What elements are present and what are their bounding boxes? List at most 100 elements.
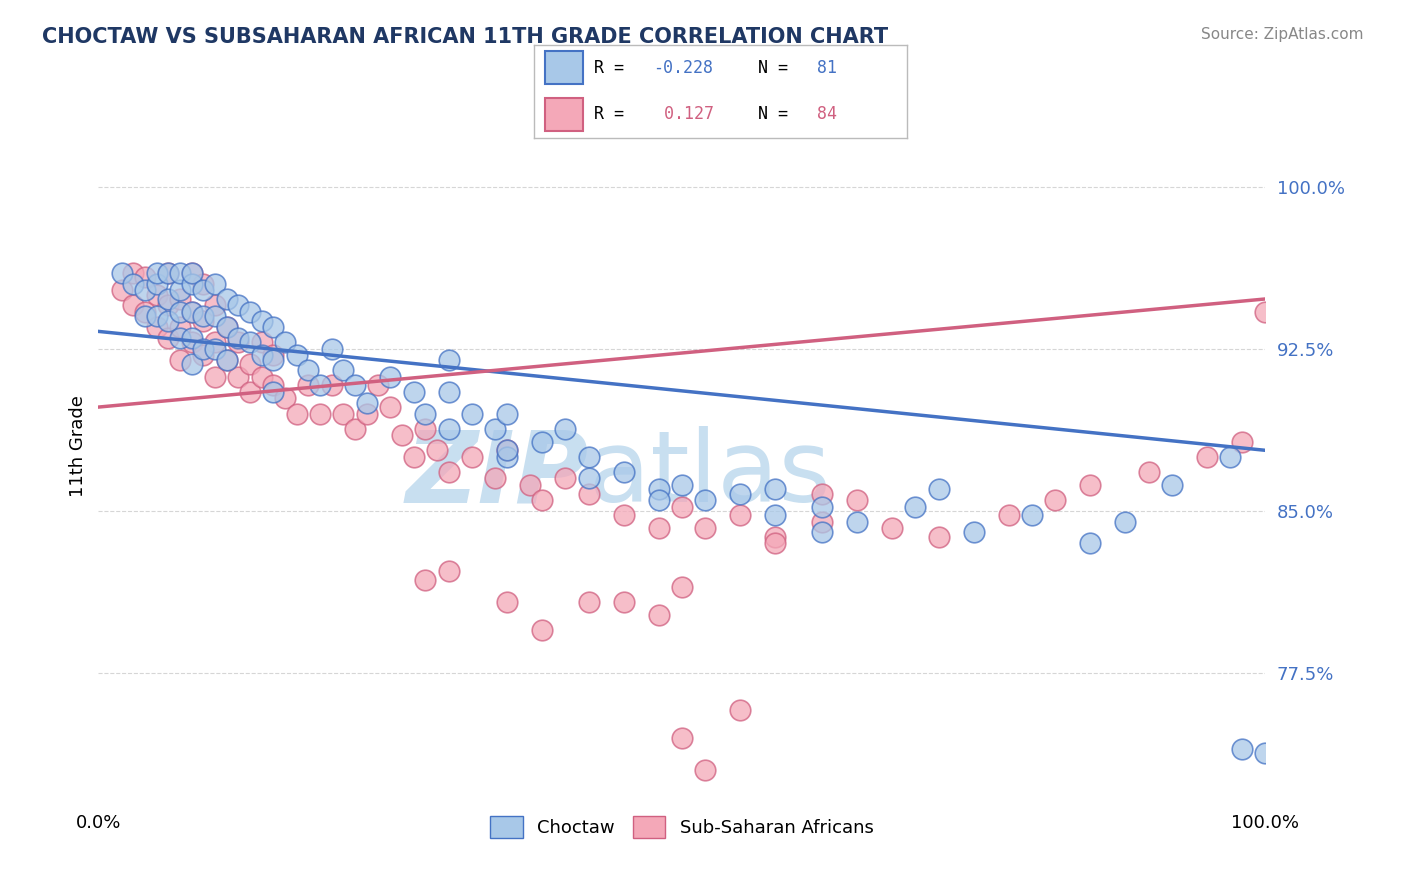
Point <box>239 335 262 350</box>
Point <box>437 352 460 367</box>
Point <box>356 396 378 410</box>
Point <box>169 266 191 280</box>
Point <box>496 443 519 458</box>
Point <box>111 283 134 297</box>
Point <box>413 422 436 436</box>
Point <box>134 305 156 319</box>
Point <box>134 270 156 285</box>
Text: atlas: atlas <box>589 426 830 523</box>
Text: -0.228: -0.228 <box>654 59 713 77</box>
Point <box>180 277 202 291</box>
Point <box>146 287 169 301</box>
Point <box>763 508 786 523</box>
Text: 0.127: 0.127 <box>654 105 713 123</box>
Point <box>122 298 145 312</box>
Text: N =: N = <box>758 105 797 123</box>
Point <box>204 310 226 324</box>
Point <box>122 266 145 280</box>
Point <box>285 348 308 362</box>
Point <box>228 331 250 345</box>
Point <box>367 378 389 392</box>
Bar <box>546 51 582 84</box>
Text: R =: R = <box>593 59 634 77</box>
Point <box>671 500 693 514</box>
Point <box>928 530 950 544</box>
Point <box>554 422 576 436</box>
Point <box>193 313 215 327</box>
Point <box>332 407 354 421</box>
Point <box>146 310 169 324</box>
Point <box>193 277 215 291</box>
Y-axis label: 11th Grade: 11th Grade <box>69 395 87 497</box>
Point <box>250 335 273 350</box>
Text: 81: 81 <box>817 59 838 77</box>
Text: Source: ZipAtlas.com: Source: ZipAtlas.com <box>1201 27 1364 42</box>
Point <box>811 500 834 514</box>
Point <box>1021 508 1043 523</box>
Point <box>928 482 950 496</box>
Point <box>647 521 669 535</box>
Point <box>613 508 636 523</box>
Point <box>239 384 262 399</box>
Point <box>1161 478 1184 492</box>
Point <box>671 731 693 745</box>
Point <box>262 378 284 392</box>
Point <box>262 320 284 334</box>
Point <box>157 266 180 280</box>
Point <box>204 298 226 312</box>
Point <box>1195 450 1218 464</box>
Point <box>647 607 669 622</box>
Point <box>180 335 202 350</box>
Point <box>274 392 297 406</box>
Point <box>695 764 717 778</box>
Point <box>695 493 717 508</box>
Point <box>730 508 752 523</box>
Point <box>496 595 519 609</box>
Point <box>297 363 319 377</box>
Point <box>962 525 984 540</box>
Point <box>344 378 367 392</box>
Point <box>228 335 250 350</box>
Point <box>402 450 425 464</box>
Point <box>671 478 693 492</box>
Point <box>1080 536 1102 550</box>
Text: R =: R = <box>593 105 634 123</box>
Point <box>239 305 262 319</box>
Point <box>193 310 215 324</box>
Point <box>1254 746 1277 760</box>
Text: ZIP: ZIP <box>405 426 589 523</box>
Point <box>169 320 191 334</box>
Point <box>344 422 367 436</box>
Point <box>193 342 215 356</box>
Point <box>134 310 156 324</box>
Point <box>180 266 202 280</box>
Point <box>1114 515 1136 529</box>
Point <box>146 277 169 291</box>
Point <box>437 565 460 579</box>
Legend: Choctaw, Sub-Saharan Africans: Choctaw, Sub-Saharan Africans <box>481 807 883 847</box>
Point <box>413 407 436 421</box>
Point <box>1230 741 1253 756</box>
Point <box>262 384 284 399</box>
Point <box>880 521 903 535</box>
Point <box>730 703 752 717</box>
Text: N =: N = <box>758 59 797 77</box>
Point <box>204 335 226 350</box>
Point <box>578 595 600 609</box>
Point <box>297 378 319 392</box>
Point <box>647 493 669 508</box>
Point <box>228 298 250 312</box>
Point <box>262 348 284 362</box>
Point <box>228 369 250 384</box>
Point <box>1230 434 1253 449</box>
Point <box>193 348 215 362</box>
Point <box>391 428 413 442</box>
Point <box>1045 493 1067 508</box>
Point <box>496 443 519 458</box>
Point <box>285 407 308 421</box>
Point <box>811 486 834 500</box>
Point <box>437 422 460 436</box>
Point <box>309 407 332 421</box>
Point <box>204 277 226 291</box>
Point <box>250 313 273 327</box>
